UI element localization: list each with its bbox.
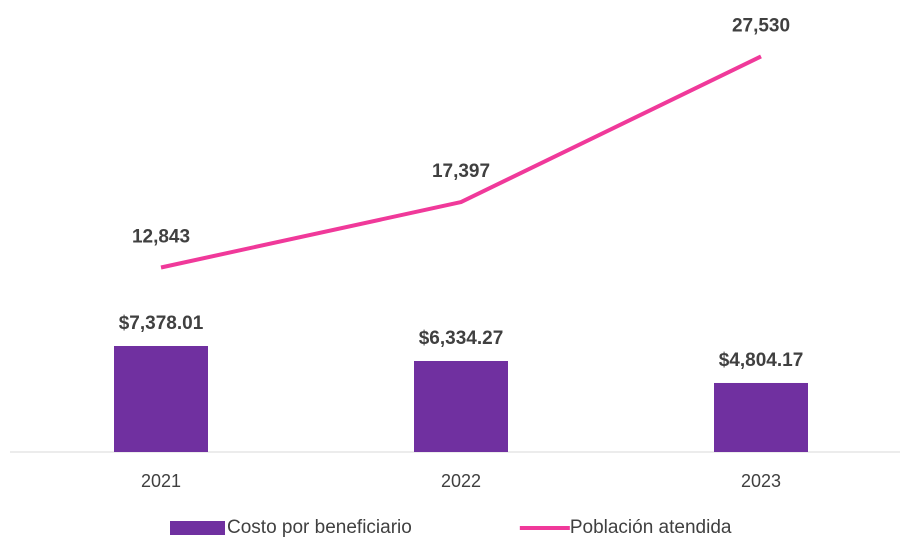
x-tick-label: 2021 xyxy=(141,471,181,491)
data-label: 27,530 xyxy=(732,16,790,37)
data-label: $4,804.17 xyxy=(719,350,804,371)
legend-label: Costo por beneficiario xyxy=(227,517,412,538)
legend-label: Población atendida xyxy=(570,517,732,538)
bar xyxy=(414,360,508,452)
legend-swatch xyxy=(170,521,225,535)
x-tick-label: 2022 xyxy=(441,471,481,491)
data-label: $7,378.01 xyxy=(119,313,204,334)
line xyxy=(160,54,762,270)
data-label: 17,397 xyxy=(432,161,490,182)
data-label: 12,843 xyxy=(132,227,190,248)
bar xyxy=(114,346,208,452)
x-tick-label: 2023 xyxy=(741,471,781,491)
data-label: $6,334.27 xyxy=(419,328,504,349)
bar xyxy=(714,382,808,452)
